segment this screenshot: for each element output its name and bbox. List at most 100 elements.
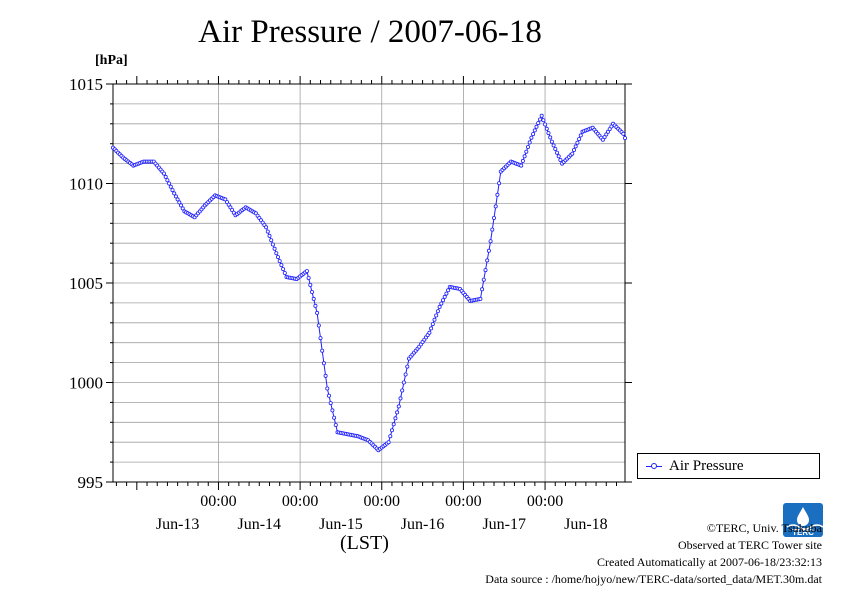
data-point bbox=[332, 415, 337, 420]
data-point bbox=[168, 184, 173, 189]
created-text: Created Automatically at 2007-06-18/23:3… bbox=[597, 555, 822, 569]
data-point bbox=[485, 258, 490, 263]
data-point bbox=[275, 255, 280, 260]
source-text: Data source : /home/hojyo/new/TERC-data/… bbox=[485, 572, 822, 586]
data-point bbox=[306, 275, 311, 280]
data-point bbox=[269, 238, 274, 243]
data-point bbox=[435, 309, 440, 314]
data-point bbox=[524, 149, 529, 154]
logo-text: TERC bbox=[792, 528, 814, 537]
data-point bbox=[578, 133, 583, 138]
data-point bbox=[318, 336, 323, 341]
data-point bbox=[570, 151, 575, 156]
axis-labels: 1015 1010 1005 1000 995 00:00 00:00 00:00 00:00 0… bbox=[69, 75, 608, 533]
data-point bbox=[330, 408, 335, 413]
data-point bbox=[573, 144, 578, 149]
x-tick-date-label: Jun-13 bbox=[156, 516, 200, 533]
data-point bbox=[279, 263, 284, 268]
y-tick-label: 1005 bbox=[69, 274, 103, 293]
data-point bbox=[230, 207, 235, 212]
data-point bbox=[170, 188, 175, 193]
data-point bbox=[526, 144, 531, 149]
data-point bbox=[270, 242, 275, 247]
data-point bbox=[304, 269, 309, 274]
data-point bbox=[391, 422, 396, 427]
data-point bbox=[543, 122, 548, 127]
data-point bbox=[429, 326, 434, 331]
data-point bbox=[400, 388, 405, 393]
data-point bbox=[277, 259, 282, 264]
x-tick-time-label: 00:00 bbox=[200, 493, 236, 510]
data-point bbox=[281, 267, 286, 272]
data-point bbox=[161, 171, 166, 176]
data-point bbox=[321, 361, 326, 366]
y-tick-label: 1000 bbox=[69, 374, 103, 393]
data-point bbox=[395, 410, 400, 415]
data-point bbox=[326, 393, 331, 398]
data-point bbox=[546, 131, 551, 136]
axis-ticks bbox=[106, 76, 632, 490]
data-point bbox=[398, 396, 403, 401]
x-tick-date-label: Jun-14 bbox=[238, 516, 282, 533]
data-point bbox=[173, 194, 178, 199]
data-point bbox=[440, 298, 445, 303]
data-point bbox=[481, 277, 486, 282]
data-point bbox=[555, 150, 560, 155]
data-point bbox=[522, 154, 527, 159]
data-point bbox=[539, 113, 544, 118]
data-point bbox=[536, 121, 541, 126]
data-point bbox=[323, 373, 328, 378]
data-point bbox=[403, 372, 408, 377]
data-point bbox=[388, 434, 393, 439]
data-point bbox=[389, 428, 394, 433]
data-point bbox=[396, 404, 401, 409]
data-point bbox=[265, 229, 270, 234]
data-point bbox=[386, 440, 391, 445]
data-point bbox=[427, 330, 432, 335]
x-tick-time-label: 00:00 bbox=[445, 493, 481, 510]
data-point bbox=[309, 289, 314, 294]
data-point bbox=[606, 129, 611, 134]
chart-title: Air Pressure / 2007-06-18 bbox=[198, 14, 542, 50]
data-point bbox=[274, 251, 279, 256]
x-tick-date-label: Jun-16 bbox=[401, 516, 445, 533]
series-points-air-pressure bbox=[111, 113, 628, 453]
data-point bbox=[328, 401, 333, 406]
data-point bbox=[572, 147, 577, 152]
observed-text: Observed at TERC Tower site bbox=[677, 538, 822, 552]
data-point bbox=[544, 126, 549, 131]
data-point bbox=[519, 163, 524, 168]
data-point bbox=[623, 136, 628, 141]
data-point bbox=[602, 135, 607, 140]
y-tick-label: 1015 bbox=[69, 75, 103, 94]
data-point bbox=[437, 304, 442, 309]
data-point bbox=[491, 215, 496, 220]
data-point bbox=[609, 124, 614, 129]
data-point bbox=[575, 140, 580, 145]
data-point bbox=[167, 181, 172, 186]
data-point bbox=[401, 380, 406, 385]
data-point bbox=[532, 128, 537, 133]
data-point bbox=[548, 135, 553, 140]
legend-point-marker bbox=[651, 463, 657, 469]
y-axis-unit: [hPa] bbox=[95, 53, 128, 68]
data-point bbox=[405, 364, 410, 369]
data-point bbox=[165, 178, 170, 183]
x-tick-date-label: Jun-15 bbox=[319, 516, 363, 533]
data-point bbox=[495, 192, 500, 197]
data-point bbox=[490, 227, 495, 232]
data-point bbox=[393, 416, 398, 421]
grid-lines bbox=[113, 84, 625, 482]
data-point bbox=[529, 135, 534, 140]
data-point bbox=[175, 197, 180, 202]
data-point bbox=[488, 239, 493, 244]
x-tick-time-label: 00:00 bbox=[282, 493, 318, 510]
data-point bbox=[497, 181, 502, 186]
data-point bbox=[577, 137, 582, 142]
data-point bbox=[315, 310, 320, 315]
data-point bbox=[226, 202, 231, 207]
data-point bbox=[180, 206, 185, 211]
data-point bbox=[430, 322, 435, 327]
data-point bbox=[264, 225, 269, 230]
